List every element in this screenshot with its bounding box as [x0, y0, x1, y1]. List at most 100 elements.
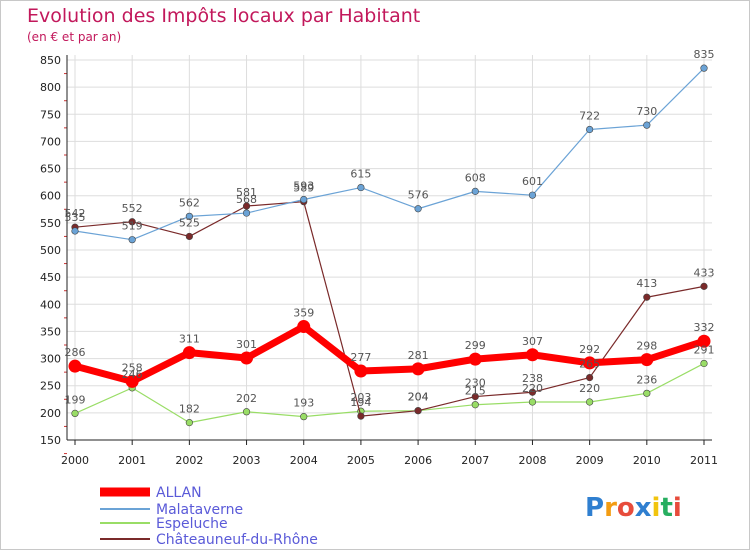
data-label-espeluche: 182: [179, 403, 200, 416]
data-point-malataverne: [300, 195, 308, 204]
data-point-chateauneuf-du-rhone: [700, 282, 708, 290]
data-label-allan: 311: [179, 333, 200, 346]
data-point-malataverne: [128, 236, 136, 244]
y-tick-label: 550: [40, 217, 61, 230]
data-label-malataverne: 730: [636, 105, 657, 118]
y-tick-label: 350: [40, 325, 61, 338]
chart-subtitle: (en € et par an): [27, 30, 122, 44]
data-point-malataverne: [643, 121, 651, 129]
y-tick-label: 500: [40, 244, 61, 257]
data-point-malataverne: [586, 125, 594, 134]
data-label-espeluche: 193: [293, 397, 314, 410]
data-point-espeluche: [643, 389, 651, 397]
data-point-espeluche: [586, 398, 594, 406]
data-point-malataverne: [471, 187, 479, 195]
data-label-allan: 281: [408, 349, 429, 362]
data-point-espeluche: [300, 413, 308, 421]
data-point-espeluche: [242, 408, 251, 416]
data-label-allan: 332: [694, 321, 715, 334]
logo-letter: i: [652, 493, 661, 523]
data-point-allan: [68, 359, 82, 373]
data-point-malataverne: [700, 64, 708, 72]
data-label-chateauneuf-du-rhone: 230: [465, 377, 486, 390]
data-label-malataverne: 568: [236, 193, 257, 206]
logo-letter: t: [660, 493, 672, 523]
data-point-chateauneuf-du-rhone: [357, 412, 365, 420]
data-label-espeluche: 204: [408, 391, 429, 404]
chart-title: Evolution des Impôts locaux par Habitant: [27, 5, 421, 27]
data-point-chateauneuf-du-rhone: [586, 373, 594, 382]
legend-label-chateauneuf-du-rhone: Châteauneuf-du-Rhône: [156, 532, 318, 548]
data-label-chateauneuf-du-rhone: 238: [522, 372, 543, 385]
logo-letter: i: [673, 493, 682, 523]
data-label-espeluche: 202: [236, 392, 257, 405]
data-label-espeluche: 220: [522, 382, 543, 395]
y-tick-label: 850: [40, 54, 61, 67]
x-tick-label: 2001: [118, 454, 146, 467]
y-tick-label: 650: [40, 163, 61, 176]
data-label-malataverne: 615: [350, 168, 371, 181]
series-line-malataverne: [74, 67, 705, 241]
data-label-chateauneuf-du-rhone: 265: [579, 358, 600, 371]
data-label-allan: 286: [65, 346, 86, 359]
data-label-allan: 277: [350, 351, 371, 364]
y-tick-label: 750: [40, 108, 61, 121]
legend-label-malataverne: Malataverne: [156, 502, 243, 518]
data-label-chateauneuf-du-rhone: 542: [65, 207, 86, 220]
data-label-espeluche: 220: [579, 382, 600, 395]
data-point-malataverne: [242, 209, 251, 217]
x-tick-label: 2002: [175, 454, 203, 467]
data-point-chateauneuf-du-rhone: [643, 293, 651, 301]
data-label-chateauneuf-du-rhone: 433: [694, 266, 715, 279]
data-point-chateauneuf-du-rhone: [528, 388, 537, 396]
logo-letter: o: [617, 493, 635, 523]
data-label-allan: 299: [465, 339, 486, 352]
y-tick-label: 450: [40, 271, 61, 284]
logo-letter: P: [585, 493, 604, 523]
data-point-allan: [583, 356, 597, 370]
data-label-malataverne: 535: [65, 211, 86, 224]
data-point-allan: [240, 351, 254, 365]
y-tick-label: 200: [40, 407, 61, 420]
data-label-malataverne: 576: [408, 189, 429, 202]
data-label-malataverne: 608: [465, 171, 486, 184]
logo-letter: r: [604, 493, 617, 523]
data-point-malataverne: [414, 205, 422, 213]
data-label-allan: 359: [293, 307, 314, 320]
x-tick-label: 2004: [290, 454, 318, 467]
data-point-espeluche: [528, 398, 537, 406]
data-point-chateauneuf-du-rhone: [185, 232, 193, 241]
data-point-chateauneuf-du-rhone: [471, 392, 479, 401]
data-point-chateauneuf-du-rhone: [414, 407, 422, 415]
data-label-allan: 292: [579, 343, 600, 356]
data-point-espeluche: [700, 359, 708, 368]
data-label-espeluche: 291: [694, 343, 715, 356]
data-point-espeluche: [71, 409, 79, 418]
data-label-espeluche: 203: [350, 391, 371, 404]
y-tick-label: 700: [40, 135, 61, 148]
data-point-malataverne: [357, 183, 365, 192]
data-label-espeluche: 199: [65, 393, 86, 406]
data-point-malataverne: [528, 191, 537, 199]
data-label-malataverne: 562: [179, 196, 200, 209]
data-point-malataverne: [71, 227, 79, 235]
data-label-chateauneuf-du-rhone: 525: [179, 216, 200, 229]
data-point-allan: [125, 374, 139, 388]
legend-label-allan: ALLAN: [156, 485, 202, 501]
data-point-chateauneuf-du-rhone: [242, 202, 251, 210]
data-label-espeluche: 236: [636, 373, 657, 386]
data-label-chateauneuf-du-rhone: 552: [122, 202, 143, 215]
data-label-malataverne: 593: [293, 180, 314, 193]
data-label-malataverne: 601: [522, 175, 543, 188]
data-point-espeluche: [471, 401, 479, 409]
plot-area: [67, 55, 712, 440]
data-point-allan: [411, 362, 425, 376]
y-tick-label: 300: [40, 353, 61, 366]
data-label-chateauneuf-du-rhone: 204: [408, 391, 429, 404]
data-label-chateauneuf-du-rhone: 589: [293, 182, 314, 195]
logo-letter: x: [635, 493, 652, 523]
data-point-allan: [525, 348, 539, 362]
data-point-allan: [354, 364, 368, 378]
x-tick-label: 2000: [61, 454, 89, 467]
